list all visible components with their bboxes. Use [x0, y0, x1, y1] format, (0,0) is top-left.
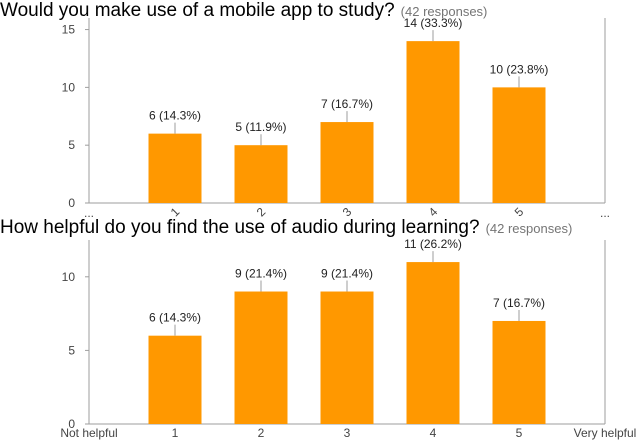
data-label: 6 (14.3%) — [149, 109, 201, 123]
data-label: 10 (23.8%) — [490, 62, 549, 76]
data-label: 6 (14.3%) — [149, 311, 201, 325]
x-end-label-left: ... — [84, 206, 94, 220]
y-tick-label: 10 — [62, 80, 76, 94]
data-label: 11 (26.2%) — [404, 237, 462, 251]
y-tick-label: 10 — [62, 270, 76, 284]
bar — [406, 41, 460, 203]
x-tick-label: 5 — [516, 426, 523, 440]
x-end-label-right: Very helpful — [574, 426, 636, 440]
bar — [320, 291, 374, 424]
x-tick-label: 3 — [344, 426, 351, 440]
y-tick-label: 5 — [68, 138, 75, 152]
data-label: 7 (16.7%) — [493, 296, 545, 310]
y-tick-label: 5 — [68, 343, 75, 357]
data-label: 5 (11.9%) — [235, 120, 286, 134]
bar — [234, 291, 288, 424]
x-end-label-right: ... — [600, 206, 610, 220]
responses-count: (42 responses) — [400, 4, 488, 19]
chart-title-text: Would you make use of a mobile app to st… — [0, 0, 395, 21]
bar — [320, 122, 374, 203]
bar — [492, 320, 546, 424]
y-tick-label: 0 — [68, 196, 75, 210]
data-label: 7 (16.7%) — [321, 97, 373, 111]
chart-title: Would you make use of a mobile app to st… — [0, 0, 487, 22]
bar — [406, 262, 460, 424]
data-label: 9 (21.4%) — [235, 267, 287, 281]
x-tick-label: 1 — [172, 426, 179, 440]
x-tick-label: 2 — [258, 426, 265, 440]
chart-title-text: How helpful do you find the use of audio… — [0, 217, 480, 238]
data-label: 9 (21.4%) — [321, 267, 373, 281]
bar — [148, 335, 202, 424]
y-tick-label: 0 — [68, 417, 75, 431]
chart-title: How helpful do you find the use of audio… — [0, 217, 572, 239]
y-tick-label: 15 — [62, 23, 76, 37]
bar — [492, 87, 546, 203]
x-end-label-left: Not helpful — [60, 426, 117, 440]
responses-count: (42 responses) — [485, 221, 573, 236]
bar — [148, 133, 202, 203]
data-label: 14 (33.3%) — [404, 16, 463, 30]
x-tick-label: 4 — [430, 426, 437, 440]
bar — [234, 145, 288, 203]
